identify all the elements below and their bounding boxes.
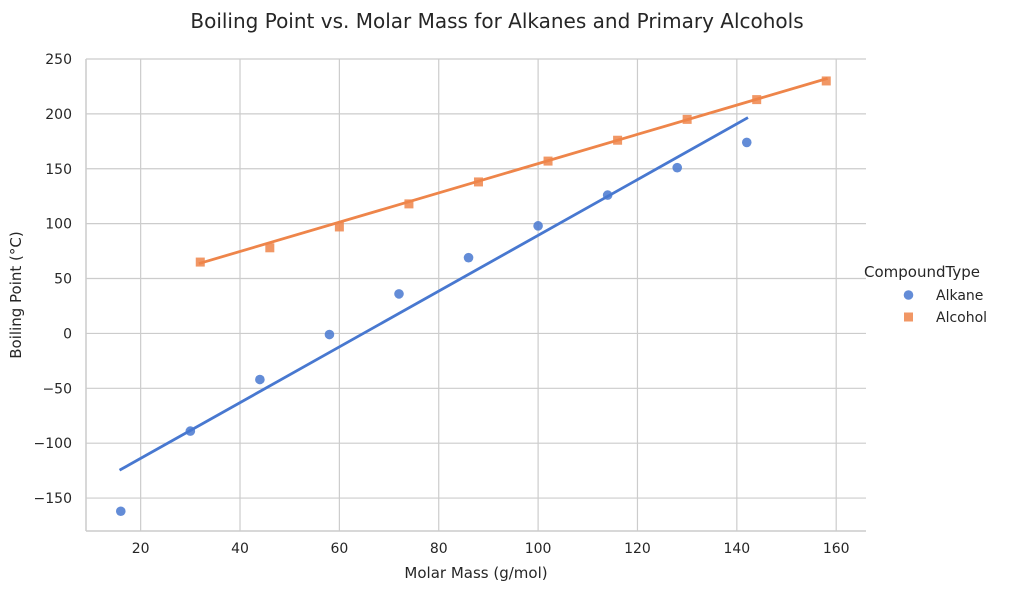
- point-alcohol: [821, 76, 831, 86]
- chart-title: Boiling Point vs. Molar Mass for Alkanes…: [190, 9, 803, 33]
- point-alcohol: [613, 135, 623, 145]
- point-alkane: [672, 162, 683, 173]
- axes-layer: [85, 59, 866, 532]
- fit-lines: [118, 77, 828, 472]
- point-alcohol: [265, 243, 275, 253]
- point-alcohol: [752, 95, 762, 105]
- point-alcohol: [682, 114, 692, 124]
- point-alkane: [394, 289, 404, 299]
- y-tick-label: −150: [34, 491, 72, 507]
- point-alkane: [115, 506, 126, 517]
- legend-marker-alcohol: [904, 312, 913, 322]
- point-alcohol: [473, 177, 483, 187]
- point-alcohol: [334, 222, 344, 232]
- tick-labels: 20 40 60 80 100 120 140 160 −150 −100 −50 0 50 100 150…: [34, 52, 850, 557]
- y-tick-label: −100: [34, 436, 72, 452]
- point-alkane: [463, 252, 474, 263]
- x-tick-label: 160: [823, 541, 850, 557]
- y-tick-label: 50: [54, 272, 72, 288]
- point-alcohol: [195, 257, 205, 267]
- legend: CompoundType Alkane Alcohol: [864, 263, 987, 326]
- point-alkane: [602, 190, 613, 200]
- y-tick-label: 150: [45, 162, 72, 178]
- x-tick-label: 40: [231, 541, 249, 557]
- y-tick-label: 100: [45, 217, 72, 233]
- y-tick-label: −50: [42, 381, 72, 397]
- y-tick-label: 0: [63, 326, 72, 342]
- legend-items: Alkane Alcohol: [903, 288, 987, 326]
- y-tick-label: 250: [45, 52, 72, 68]
- legend-marker-alkane: [903, 290, 914, 300]
- x-axis-label: Molar Mass (g/mol): [404, 564, 547, 582]
- x-tick-label: 140: [723, 541, 750, 557]
- point-alkane: [741, 137, 752, 148]
- point-alcohol: [543, 156, 553, 166]
- x-tick-label: 20: [132, 541, 150, 557]
- x-tick-label: 80: [430, 541, 448, 557]
- point-alkane: [324, 329, 335, 340]
- point-alkane: [533, 221, 543, 231]
- legend-title: CompoundType: [864, 263, 980, 281]
- legend-label-alkane: Alkane: [936, 288, 983, 304]
- x-tick-label: 60: [330, 541, 348, 557]
- point-alkane: [255, 374, 265, 385]
- fit-line-alkane: [118, 116, 749, 472]
- fit-line-alcohol: [198, 77, 828, 265]
- grid-layer: [86, 58, 866, 531]
- x-tick-label: 100: [525, 541, 552, 557]
- x-tick-label: 120: [624, 541, 651, 557]
- data-points: [115, 76, 831, 517]
- y-tick-label: 200: [45, 107, 72, 123]
- point-alkane: [185, 426, 196, 436]
- legend-label-alcohol: Alcohol: [936, 310, 987, 326]
- y-axis-label: Boiling Point (°C): [7, 231, 25, 358]
- point-alcohol: [404, 199, 414, 209]
